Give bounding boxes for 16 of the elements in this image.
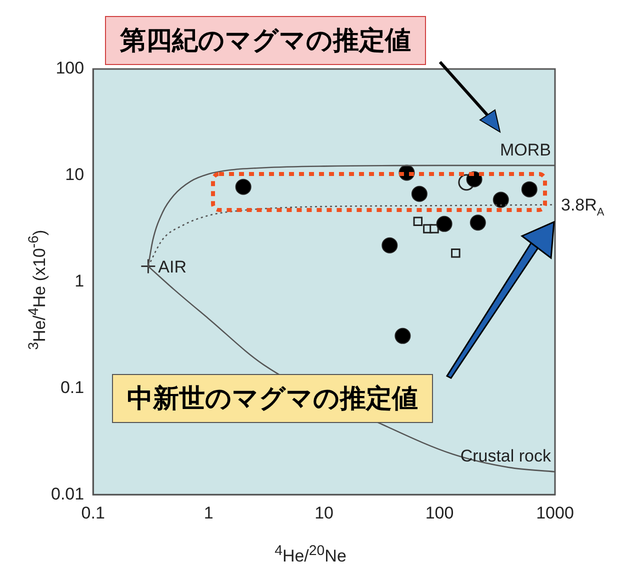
y-tick-label: 10 (65, 165, 84, 184)
series-label: Crustal rock (460, 446, 552, 466)
x-tick-label: 1 (204, 503, 214, 522)
x-tick-label: 0.1 (81, 503, 105, 522)
series-label: MORB (500, 140, 551, 160)
annotation: 中新世のマグマの推定値 (112, 374, 433, 423)
text: 第四紀のマグマの推定値 (105, 16, 426, 65)
x-tick-label: 1000 (536, 503, 574, 522)
y-tick-label: 1 (74, 271, 84, 290)
annotation: AIR (158, 257, 187, 276)
x-tick-label: 100 (425, 503, 454, 522)
y-tick-label: 100 (56, 58, 84, 78)
x-axis-title: $^{4}$He/$^{20}$Ne (274, 543, 348, 567)
x-tick-label: 10 (314, 503, 334, 522)
y-tick-label: 0.1 (60, 378, 84, 397)
y-tick-label: 0.01 (50, 484, 84, 504)
